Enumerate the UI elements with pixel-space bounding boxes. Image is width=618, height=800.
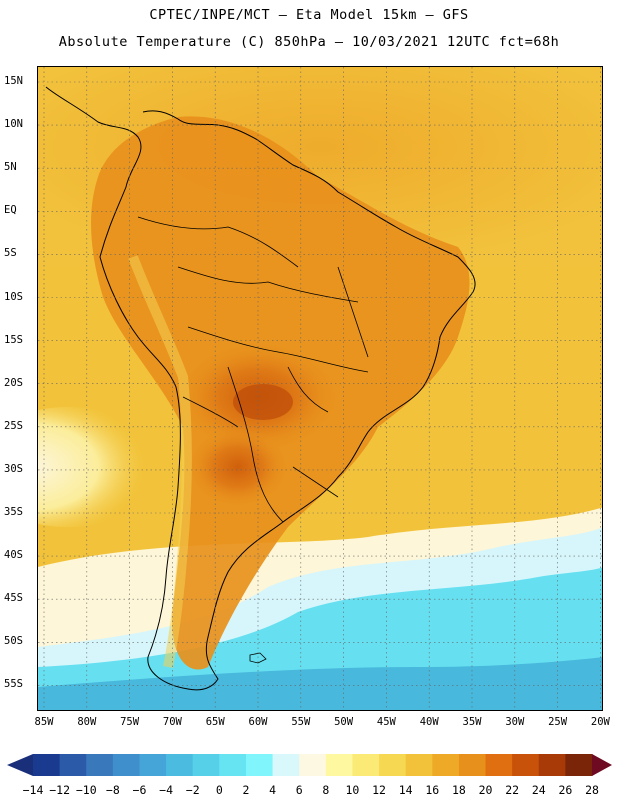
colorbar-label: 10 [345,783,360,797]
colorbar-swatch-3 [112,754,140,776]
colorbar-swatch-12 [352,754,380,776]
colorbar-under-arrow [7,754,33,776]
field-hotspot-south [188,427,288,507]
colorbar-label: 16 [425,783,440,797]
colorbar-label: 14 [398,783,413,797]
colorbar-label: 0 [215,783,223,797]
colorbar-swatch-15 [432,754,460,776]
lat-label-15S: 15S [4,333,23,346]
lat-label-5N: 5N [4,161,17,174]
colorbar-swatch-9 [272,754,300,776]
colorbar-swatch-7 [219,754,247,776]
lon-label-85W: 85W [34,716,54,728]
colorbar-swatch-19 [538,754,566,776]
colorbar-swatch-5 [166,754,194,776]
colorbar-swatch-0 [33,754,61,776]
colorbar-label: −14 [22,783,44,797]
lon-label-55W: 55W [291,716,311,728]
lon-label-80W: 80W [77,716,97,728]
colorbar [7,754,612,776]
colorbar-label: 4 [269,783,277,797]
lat-label-20S: 20S [4,376,23,389]
colorbar-swatch-11 [325,754,353,776]
lon-label-25W: 25W [548,716,568,728]
temperature-map [38,67,602,710]
colorbar-label: 6 [295,783,303,797]
colorbar-label: 12 [372,783,386,797]
lon-label-70W: 70W [162,716,182,728]
colorbar-swatch-6 [192,754,220,776]
field-south-blue [38,657,602,710]
colorbar-label: 8 [322,783,330,797]
field-andes [128,255,192,668]
lat-label-30S: 30S [4,462,23,475]
colorbar-label: −4 [159,783,174,797]
colorbar-swatch-8 [245,754,274,776]
lat-label-35S: 35S [4,506,23,518]
colorbar-label: 28 [585,783,599,797]
colorbar-swatch-16 [458,754,487,776]
lon-label-20W: 20W [590,716,610,728]
colorbar-label: −12 [49,783,70,797]
lat-label-10S: 10S [4,290,23,303]
colorbar-label: 20 [478,783,493,797]
colorbar-over-arrow [592,754,612,776]
field-hotspot-core [233,384,293,420]
colorbar-swatch-4 [139,754,167,776]
chart-title-line2: Absolute Temperature (C) 850hPa – 10/03/… [58,34,560,50]
map-panel [37,66,603,711]
colorbar-label: 18 [451,783,466,797]
colorbar-swatch-17 [485,754,513,776]
falkland-islands [249,652,267,664]
lat-label-50S: 50S [4,635,23,648]
lat-label-25S: 25S [4,419,23,432]
lon-label-45W: 45W [376,716,396,728]
lon-label-60W: 60W [248,716,268,728]
colorbar-label: 2 [242,783,250,797]
lat-label-55S: 55S [4,678,23,691]
colorbar-label: −6 [132,783,147,797]
lat-label-5S: 5S [4,247,17,260]
colorbar-label: 24 [531,783,546,797]
colorbar-swatch-13 [379,754,407,776]
coastline [45,86,476,691]
colorbar-label: −10 [75,783,97,797]
lon-label-40W: 40W [419,716,439,728]
lat-label-15N: 15N [4,75,23,87]
field-west-pale [38,407,163,527]
colorbar-swatch-14 [405,754,433,776]
lon-label-35W: 35W [462,716,482,728]
lat-label-EQ: EQ [4,204,17,217]
lon-label-75W: 75W [120,716,140,728]
lat-label-10N: 10N [4,118,23,131]
chart-title-line1: CPTEC/INPE/MCT – Eta Model 15km – GFS [149,7,469,23]
colorbar-label: 26 [558,783,573,797]
lat-label-45S: 45S [4,592,23,605]
colorbar-swatch-20 [565,754,593,776]
lon-label-30W: 30W [505,716,525,728]
lon-label-50W: 50W [334,716,354,728]
colorbar-swatch-2 [86,754,114,776]
colorbar-label: 22 [505,783,520,797]
colorbar-label: −8 [105,783,120,797]
colorbar-swatch-18 [512,754,540,776]
colorbar-swatch-10 [299,754,327,776]
colorbar-swatch-1 [59,754,87,776]
lat-label-40S: 40S [4,549,23,562]
colorbar-label: −2 [185,783,200,797]
lon-label-65W: 65W [205,716,225,728]
